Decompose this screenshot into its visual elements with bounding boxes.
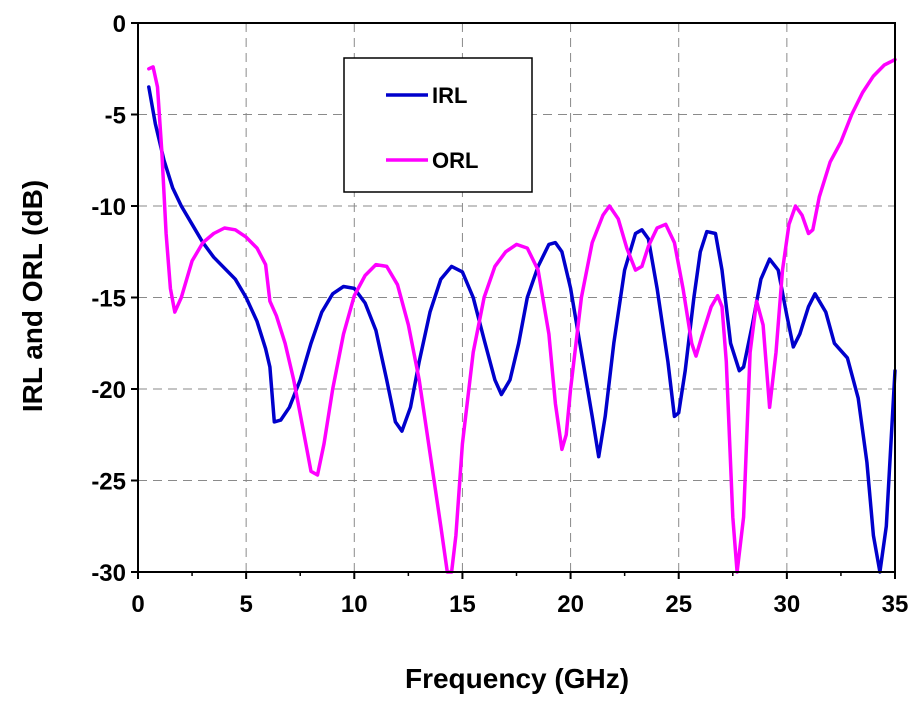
x-tick-label: 5 (239, 591, 252, 618)
y-tick-label: -25 (91, 469, 126, 496)
y-axis-title: IRL and ORL (dB) (17, 180, 48, 412)
y-tick-label: -30 (91, 560, 126, 587)
x-tick-label: 0 (131, 591, 144, 618)
legend-label-orl: ORL (432, 148, 478, 173)
series-line-irl (147, 85, 897, 574)
series-layer (147, 57, 897, 574)
x-tick-label: 15 (449, 591, 476, 618)
y-tick-label: -5 (105, 103, 126, 130)
x-tick-label: 30 (774, 591, 801, 618)
series-line-orl (147, 57, 897, 574)
ticks: 0 5 10 15 20 25 30 35 0 -5 -10 -15 -20 -25 -30 (91, 11, 908, 618)
x-tick-label: 20 (557, 591, 584, 618)
legend: IRL ORL (343, 57, 533, 193)
y-tick-label: 0 (113, 11, 126, 38)
legend-box (343, 57, 533, 193)
x-tick-label: 10 (341, 591, 368, 618)
x-tick-label: 35 (882, 591, 909, 618)
x-axis-title: Frequency (GHz) (405, 663, 629, 694)
legend-label-irl: IRL (432, 83, 467, 108)
y-tick-label: -15 (91, 286, 126, 313)
y-tick-label: -20 (91, 377, 126, 404)
x-tick-label: 25 (665, 591, 692, 618)
y-tick-label: -10 (91, 194, 126, 221)
